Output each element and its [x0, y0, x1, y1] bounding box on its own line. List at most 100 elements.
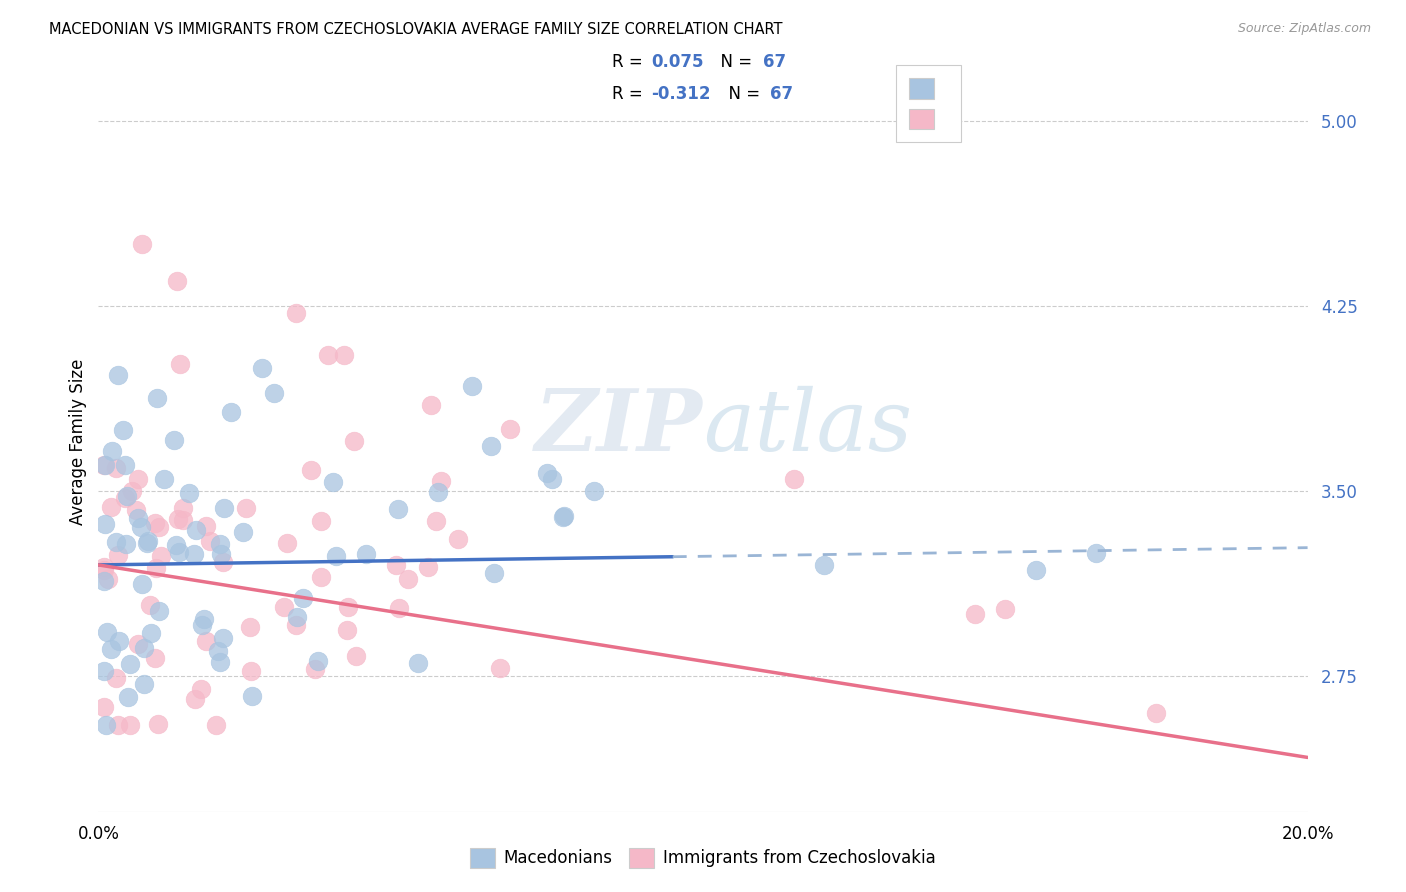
Point [325, 549, 347, 564]
Point [127, 637, 149, 651]
Point [208, 537, 231, 551]
Legend: Macedonians, Immigrants from Czechoslovakia: Macedonians, Immigrants from Czechoslova… [464, 841, 942, 875]
Point [191, 618, 214, 632]
Point [117, 690, 139, 705]
Point [387, 502, 409, 516]
Point [1085, 546, 1108, 560]
Point [385, 558, 408, 572]
Point [214, 501, 236, 516]
Point [211, 632, 233, 646]
Text: 67: 67 [770, 85, 793, 103]
Point [418, 559, 440, 574]
Point [136, 533, 159, 548]
Point [965, 607, 987, 622]
Point [166, 274, 188, 288]
Point [139, 626, 162, 640]
Point [153, 471, 176, 485]
Legend: , : , [896, 65, 960, 142]
Point [994, 602, 1017, 616]
Point [250, 360, 273, 375]
Point [207, 644, 229, 658]
Point [193, 611, 215, 625]
Point [388, 601, 411, 615]
Point [134, 641, 156, 656]
Point [194, 519, 217, 533]
Point [93, 574, 115, 589]
Point [209, 547, 232, 561]
Point [114, 458, 136, 472]
Point [131, 237, 153, 252]
Point [354, 547, 377, 561]
Point [97, 572, 120, 586]
Point [551, 510, 574, 524]
Point [172, 513, 194, 527]
Point [583, 483, 606, 498]
Point [118, 718, 141, 732]
Point [107, 548, 129, 562]
Point [285, 618, 308, 632]
Point [127, 472, 149, 486]
Point [148, 520, 170, 534]
Point [145, 516, 167, 531]
Point [481, 440, 503, 454]
Point [212, 555, 235, 569]
Point [183, 547, 205, 561]
Point [117, 489, 139, 503]
Text: ZIP: ZIP [536, 385, 703, 468]
Point [536, 466, 558, 480]
Point [488, 661, 510, 675]
Point [200, 534, 222, 549]
Point [100, 500, 122, 515]
Point [93, 563, 115, 577]
Text: -0.312: -0.312 [651, 85, 710, 103]
Point [553, 509, 575, 524]
Point [498, 422, 520, 436]
Point [333, 348, 356, 362]
Point [131, 577, 153, 591]
Text: R =: R = [612, 54, 648, 71]
Point [240, 665, 263, 679]
Point [195, 634, 218, 648]
Point [276, 535, 298, 549]
Point [165, 538, 187, 552]
Point [316, 348, 339, 362]
Point [134, 677, 156, 691]
Point [263, 386, 285, 401]
Point [425, 514, 447, 528]
Point [235, 501, 257, 516]
Point [420, 398, 443, 412]
Point [125, 503, 148, 517]
Point [129, 520, 152, 534]
Point [299, 463, 322, 477]
Point [143, 650, 166, 665]
Point [114, 536, 136, 550]
Point [104, 461, 127, 475]
Point [96, 625, 118, 640]
Point [184, 692, 207, 706]
Point [139, 598, 162, 612]
Point [101, 444, 124, 458]
Point [540, 472, 562, 486]
Point [107, 368, 129, 382]
Point [426, 484, 449, 499]
Point [309, 570, 332, 584]
Point [169, 545, 191, 559]
Point [145, 560, 167, 574]
Point [344, 649, 367, 664]
Point [114, 491, 136, 505]
Point [291, 591, 314, 606]
Point [172, 501, 194, 516]
Point [240, 690, 263, 704]
Point [121, 484, 143, 499]
Point [1144, 706, 1167, 720]
Point [336, 600, 359, 615]
Point [127, 511, 149, 525]
Point [146, 391, 169, 405]
Point [239, 620, 262, 634]
Point [307, 654, 329, 668]
Point [284, 305, 307, 319]
Point [93, 458, 115, 472]
Point [285, 610, 308, 624]
Point [273, 599, 295, 614]
Point [93, 516, 115, 531]
